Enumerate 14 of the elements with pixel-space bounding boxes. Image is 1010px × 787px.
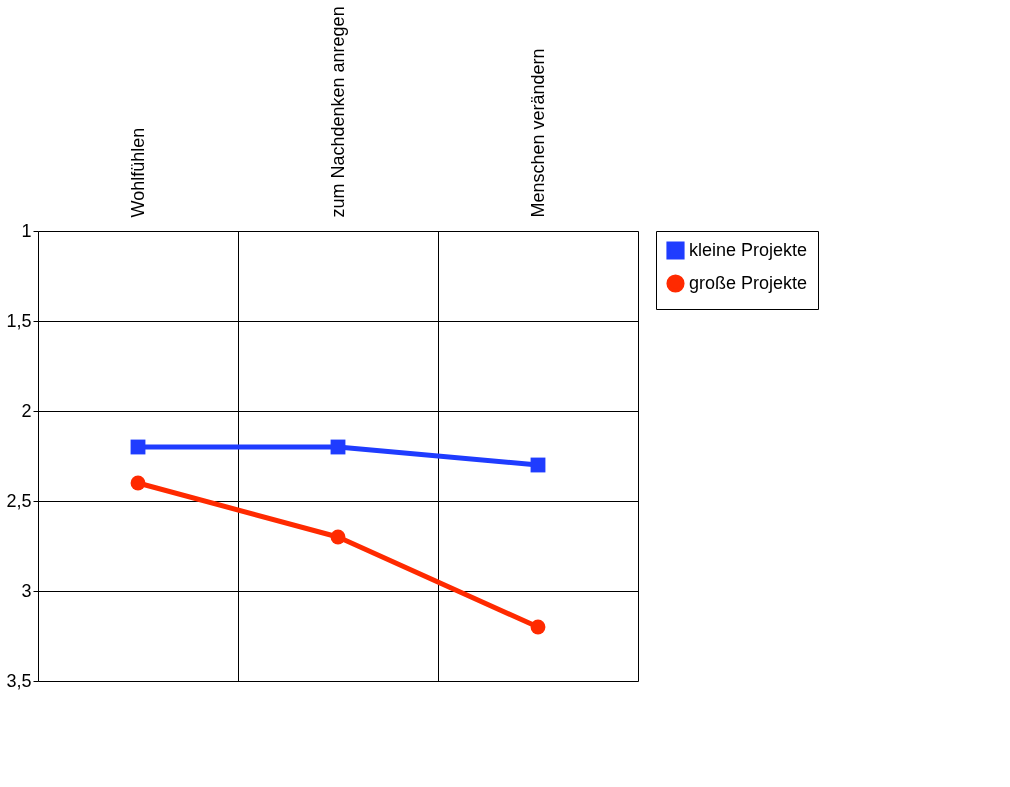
x-tick-label: zum Nachdenken anregen [327, 6, 348, 218]
y-tick-label: 3,5 [6, 670, 32, 691]
point [530, 619, 546, 635]
x-tick-label: Menschen verändern [527, 48, 548, 218]
point [330, 529, 346, 545]
legend-label: große Projekte [689, 272, 808, 293]
y-tick-label: 2,5 [6, 490, 32, 511]
x-tick-label: Wohlfühlen [127, 127, 148, 218]
y-tick-label: 1 [21, 220, 32, 241]
y-tick-label: 3 [21, 580, 32, 601]
y-tick-label: 2 [21, 400, 32, 421]
y-tick-label: 1,5 [6, 310, 32, 331]
legend-label: kleine Projekte [689, 239, 808, 260]
point [130, 475, 146, 491]
